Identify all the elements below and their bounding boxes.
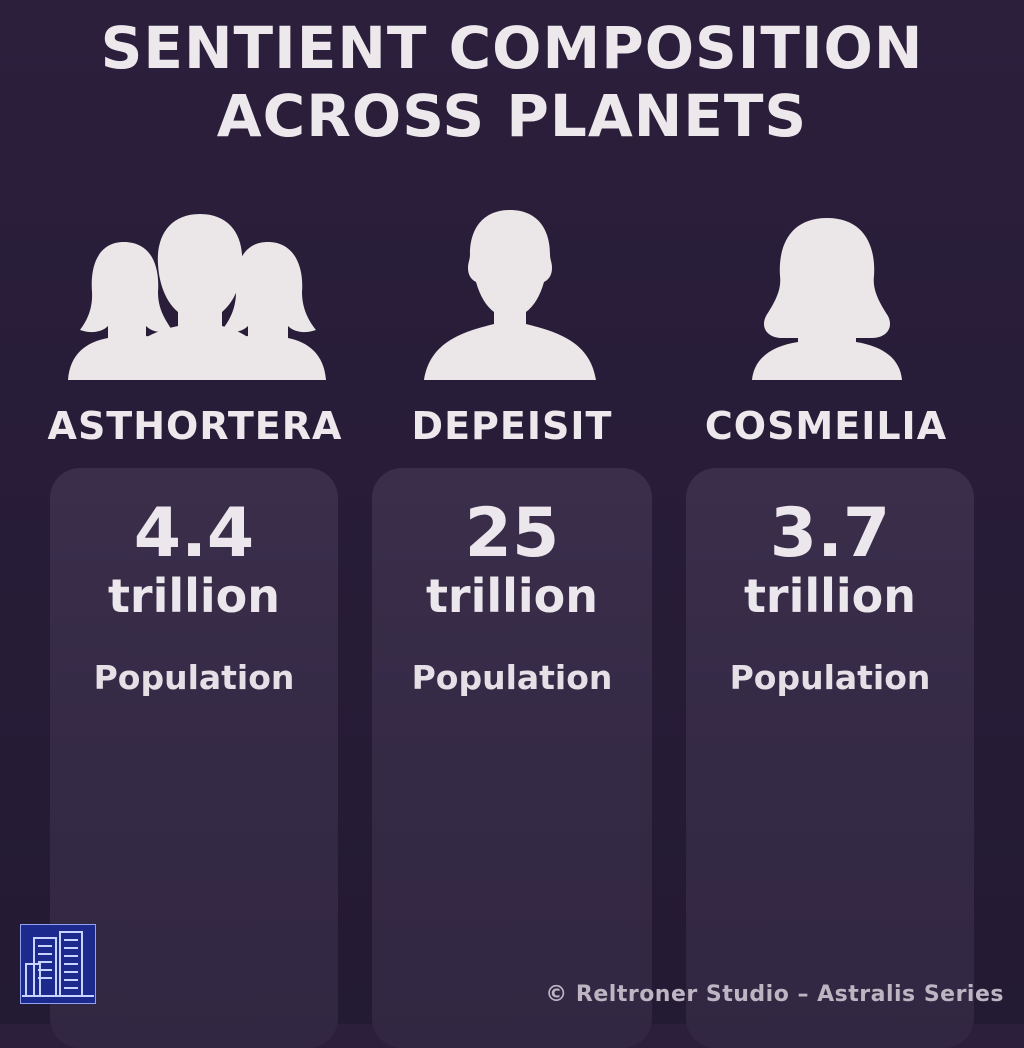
page-title: SENTIENT COMPOSITION ACROSS PLANETS xyxy=(0,14,1024,150)
planet-name-cosmeilia: COSMEILIA xyxy=(704,404,948,448)
title-line-2: ACROSS PLANETS xyxy=(216,82,808,150)
group-people-icon xyxy=(68,214,326,380)
population-value: 25 xyxy=(464,494,560,573)
title-line-1: SENTIENT COMPOSITION xyxy=(100,14,924,82)
population-value: 4.4 xyxy=(133,494,255,573)
female-person-icon xyxy=(752,218,902,380)
planet-name-asthortera: ASTHORTERA xyxy=(47,404,343,448)
population-value: 3.7 xyxy=(769,494,891,573)
planet-card-asthortera: 4.4 trillion Population xyxy=(50,468,338,1048)
copyright-credit: © Reltroner Studio – Astralis Series xyxy=(545,982,1004,1007)
planet-card-depeisit: 25 trillion Population xyxy=(372,468,652,1048)
population-label: Population xyxy=(93,658,295,697)
planet-name-depeisit: DEPEISIT xyxy=(411,404,613,448)
male-person-icon xyxy=(424,210,596,380)
population-unit: trillion xyxy=(107,569,281,623)
population-unit: trillion xyxy=(425,569,599,623)
population-label: Population xyxy=(411,658,613,697)
city-buildings-logo xyxy=(20,924,96,1004)
population-unit: trillion xyxy=(743,569,917,623)
planet-card-cosmeilia: 3.7 trillion Population xyxy=(686,468,974,1048)
population-label: Population xyxy=(729,658,931,697)
